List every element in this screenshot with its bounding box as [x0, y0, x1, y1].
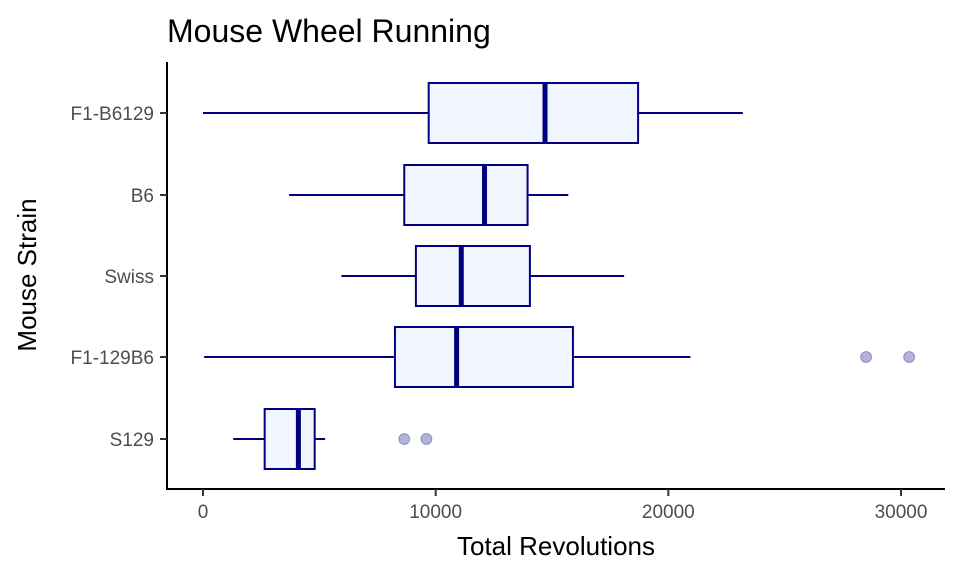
x-tick-label: 0 — [198, 502, 209, 523]
chart-title: Mouse Wheel Running — [167, 13, 491, 49]
y-tick-label: S129 — [110, 430, 154, 451]
box — [393, 326, 574, 388]
box — [427, 82, 640, 144]
box — [263, 408, 316, 470]
x-tick-label: 20000 — [642, 502, 695, 523]
x-axis-label: Total Revolutions — [457, 531, 655, 561]
outlier-point — [420, 433, 433, 445]
box — [414, 245, 531, 307]
outlier-point — [398, 433, 411, 445]
y-tick-label: F1-B6129 — [71, 104, 154, 125]
outlier-point — [903, 351, 916, 363]
y-tick-label: B6 — [131, 186, 154, 207]
x-tick-label: 30000 — [875, 502, 928, 523]
box — [403, 164, 529, 226]
outlier-point — [860, 351, 873, 363]
y-tick-label: Swiss — [104, 267, 154, 288]
y-axis-label: Mouse Strain — [12, 198, 42, 351]
y-tick-label: F1-129B6 — [71, 348, 154, 369]
x-tick-label: 10000 — [409, 502, 462, 523]
